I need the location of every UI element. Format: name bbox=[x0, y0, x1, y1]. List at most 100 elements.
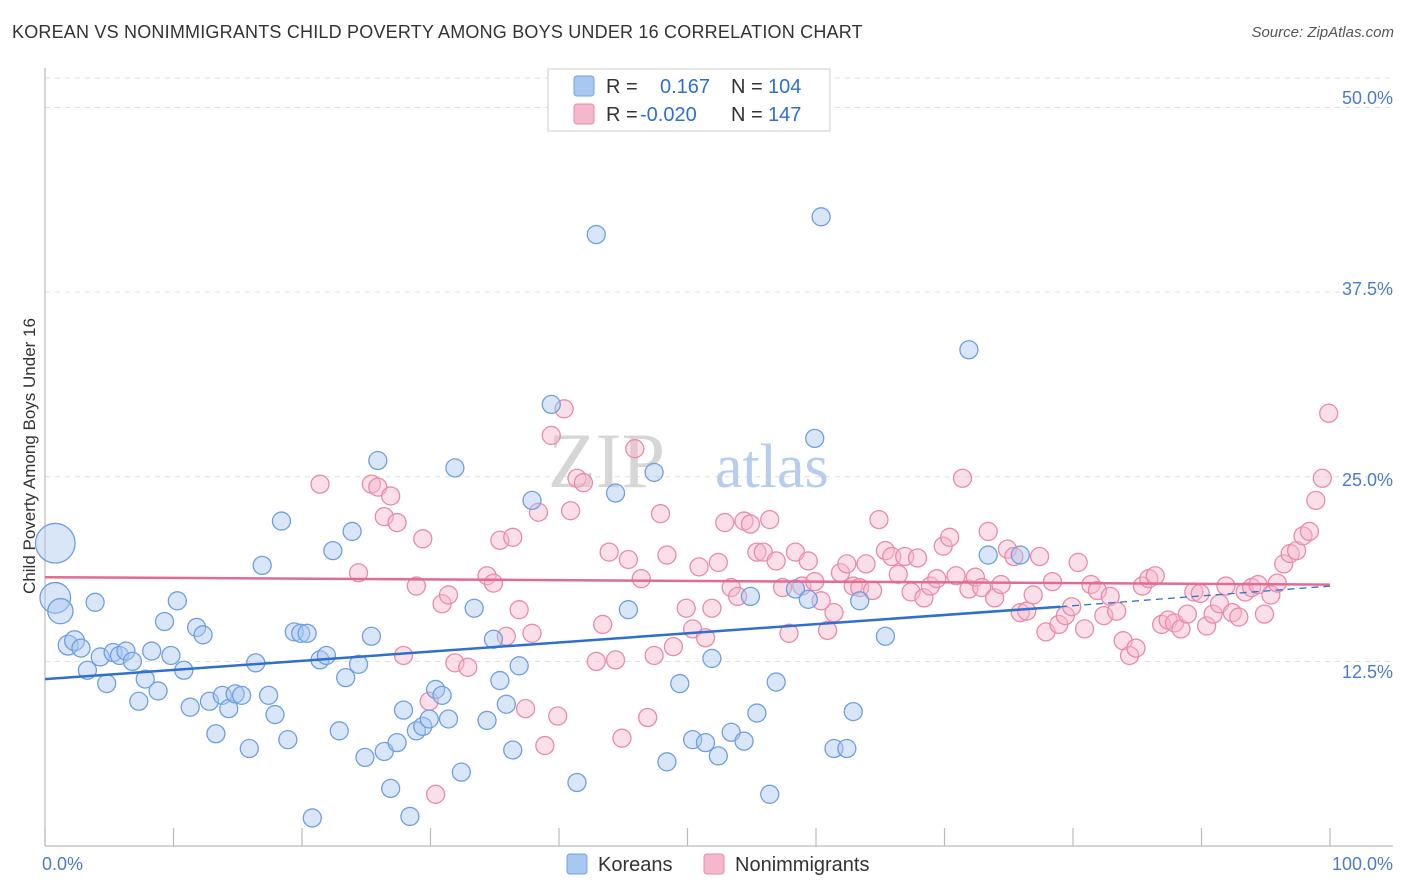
nonimmigrant-point-8 bbox=[406, 576, 427, 596]
korean-point-94 bbox=[811, 207, 831, 227]
nonimmigrant-point-38 bbox=[625, 439, 645, 459]
korean-point-37 bbox=[278, 730, 298, 750]
korean-point-46 bbox=[336, 667, 356, 688]
nonimmigrant-point-27 bbox=[548, 706, 568, 726]
nonimmigrant-point-39 bbox=[631, 569, 651, 589]
nonimmigrant-point-42 bbox=[650, 504, 671, 524]
korean-point-39 bbox=[291, 623, 311, 643]
nonimmigrant-point-47 bbox=[689, 557, 709, 577]
korean-point-14 bbox=[129, 691, 149, 711]
nonimmigrant-point-32 bbox=[586, 651, 606, 672]
y-tick-label-50: 50.0% bbox=[1342, 88, 1393, 108]
nonimmigrant-point-50 bbox=[708, 552, 728, 573]
korean-point-40 bbox=[297, 623, 317, 643]
korean-point-87 bbox=[740, 586, 761, 607]
korean-point-29 bbox=[225, 684, 245, 704]
x-tick-label-min: 0.0% bbox=[42, 854, 83, 874]
korean-point-99 bbox=[875, 626, 896, 646]
nonimmigrant-point-88 bbox=[952, 468, 973, 488]
korean-point-65 bbox=[464, 598, 484, 618]
korean-point-88 bbox=[747, 703, 767, 723]
y-axis-title: Child Poverty Among Boys Under 16 bbox=[20, 318, 39, 594]
korean-point-76 bbox=[605, 483, 626, 503]
nonimmigrants-trend-line bbox=[44, 575, 1331, 586]
nonimmigrant-point-20 bbox=[503, 527, 523, 547]
nonimmigrant-point-129 bbox=[1216, 576, 1236, 596]
nonimmigrant-point-112 bbox=[1107, 601, 1127, 621]
legend-nonimmigrants-label: Nonimmigrants bbox=[735, 854, 869, 876]
nonimmigrant-point-15 bbox=[458, 657, 478, 677]
nonimmigrant-point-37 bbox=[618, 549, 639, 570]
korean-point-96 bbox=[837, 738, 857, 759]
nonimmigrant-point-49 bbox=[702, 598, 722, 618]
nonimmigrant-point-29 bbox=[560, 501, 581, 521]
nonimmigrant-point-25 bbox=[535, 735, 555, 756]
nonimmigrant-point-86 bbox=[939, 527, 960, 547]
korean-point-61 bbox=[432, 685, 452, 706]
korean-point-73 bbox=[541, 394, 561, 415]
korean-point-69 bbox=[496, 694, 516, 714]
legend-koreans-label: Koreans bbox=[598, 854, 673, 876]
nonimmigrant-point-143 bbox=[1306, 490, 1326, 511]
korean-point-86 bbox=[734, 731, 754, 751]
nonimmigrant-point-13 bbox=[438, 585, 459, 605]
korean-point-41 bbox=[302, 808, 322, 828]
nonimmigrant-point-118 bbox=[1145, 566, 1165, 586]
korean-point-26 bbox=[206, 724, 226, 744]
korean-point-97 bbox=[843, 701, 863, 722]
korean-point-55 bbox=[393, 700, 414, 720]
korean-point-59 bbox=[419, 709, 439, 729]
koreans-n-value: 104 bbox=[768, 76, 801, 98]
korean-point-71 bbox=[509, 656, 529, 676]
nonimmigrant-point-1 bbox=[348, 563, 369, 583]
korean-point-15 bbox=[135, 669, 155, 689]
y-tick-label-12-5: 12.5% bbox=[1342, 662, 1393, 682]
nonimmigrant-point-81 bbox=[907, 548, 928, 568]
nonimmigrant-point-115 bbox=[1126, 638, 1146, 658]
stats-legend: R = 0.167 N = 104 R = -0.020 N = 147 bbox=[547, 68, 831, 132]
legend-koreans-swatch bbox=[566, 853, 588, 875]
korean-point-90 bbox=[766, 672, 786, 692]
korean-point-100 bbox=[959, 340, 979, 360]
koreans-points bbox=[34, 207, 1030, 828]
korean-point-50 bbox=[361, 626, 382, 646]
series-legend: Koreans Nonimmigrants bbox=[566, 853, 869, 876]
korean-point-5 bbox=[71, 638, 91, 658]
nonimmigrant-point-135 bbox=[1254, 604, 1275, 624]
nonimmigrants-n-label: N = bbox=[731, 104, 763, 126]
legend-nonimmigrants-swatch bbox=[703, 853, 725, 875]
korean-point-43 bbox=[316, 645, 337, 666]
nonimmigrant-point-41 bbox=[644, 645, 664, 666]
korean-point-80 bbox=[670, 673, 690, 694]
watermark: ZIP atlas bbox=[548, 417, 829, 504]
nonimmigrant-point-68 bbox=[824, 602, 844, 623]
koreans-r-value: 0.167 bbox=[660, 76, 710, 98]
korean-point-45 bbox=[329, 721, 349, 741]
nonimmigrant-point-96 bbox=[1004, 546, 1024, 567]
korean-point-74 bbox=[567, 772, 587, 793]
nonimmigrant-point-73 bbox=[856, 554, 876, 574]
nonimmigrant-point-126 bbox=[1196, 616, 1217, 636]
korean-point-92 bbox=[798, 589, 818, 610]
nonimmigrant-point-94 bbox=[991, 574, 1011, 595]
korean-point-44 bbox=[323, 540, 343, 561]
korean-point-0 bbox=[34, 522, 76, 564]
korean-point-18 bbox=[154, 611, 175, 632]
trend-lines bbox=[44, 575, 1331, 681]
nonimmigrant-point-123 bbox=[1177, 604, 1198, 624]
korean-point-58 bbox=[413, 716, 433, 737]
korean-point-83 bbox=[702, 648, 722, 669]
nonimmigrant-point-145 bbox=[1319, 403, 1339, 423]
korean-point-17 bbox=[148, 681, 168, 701]
nonimmigrant-point-9 bbox=[413, 529, 433, 549]
nonimmigrant-point-70 bbox=[837, 554, 857, 574]
korean-point-48 bbox=[348, 654, 369, 674]
nonimmigrant-point-24 bbox=[528, 502, 549, 522]
nonimmigrant-point-56 bbox=[747, 542, 767, 562]
korean-point-75 bbox=[586, 224, 606, 245]
korean-point-93 bbox=[805, 428, 825, 449]
nonimmigrants-r-label: R = bbox=[606, 104, 638, 126]
koreans-n-label: N = bbox=[731, 76, 763, 98]
nonimmigrant-point-100 bbox=[1029, 546, 1050, 567]
korean-point-77 bbox=[618, 600, 639, 620]
